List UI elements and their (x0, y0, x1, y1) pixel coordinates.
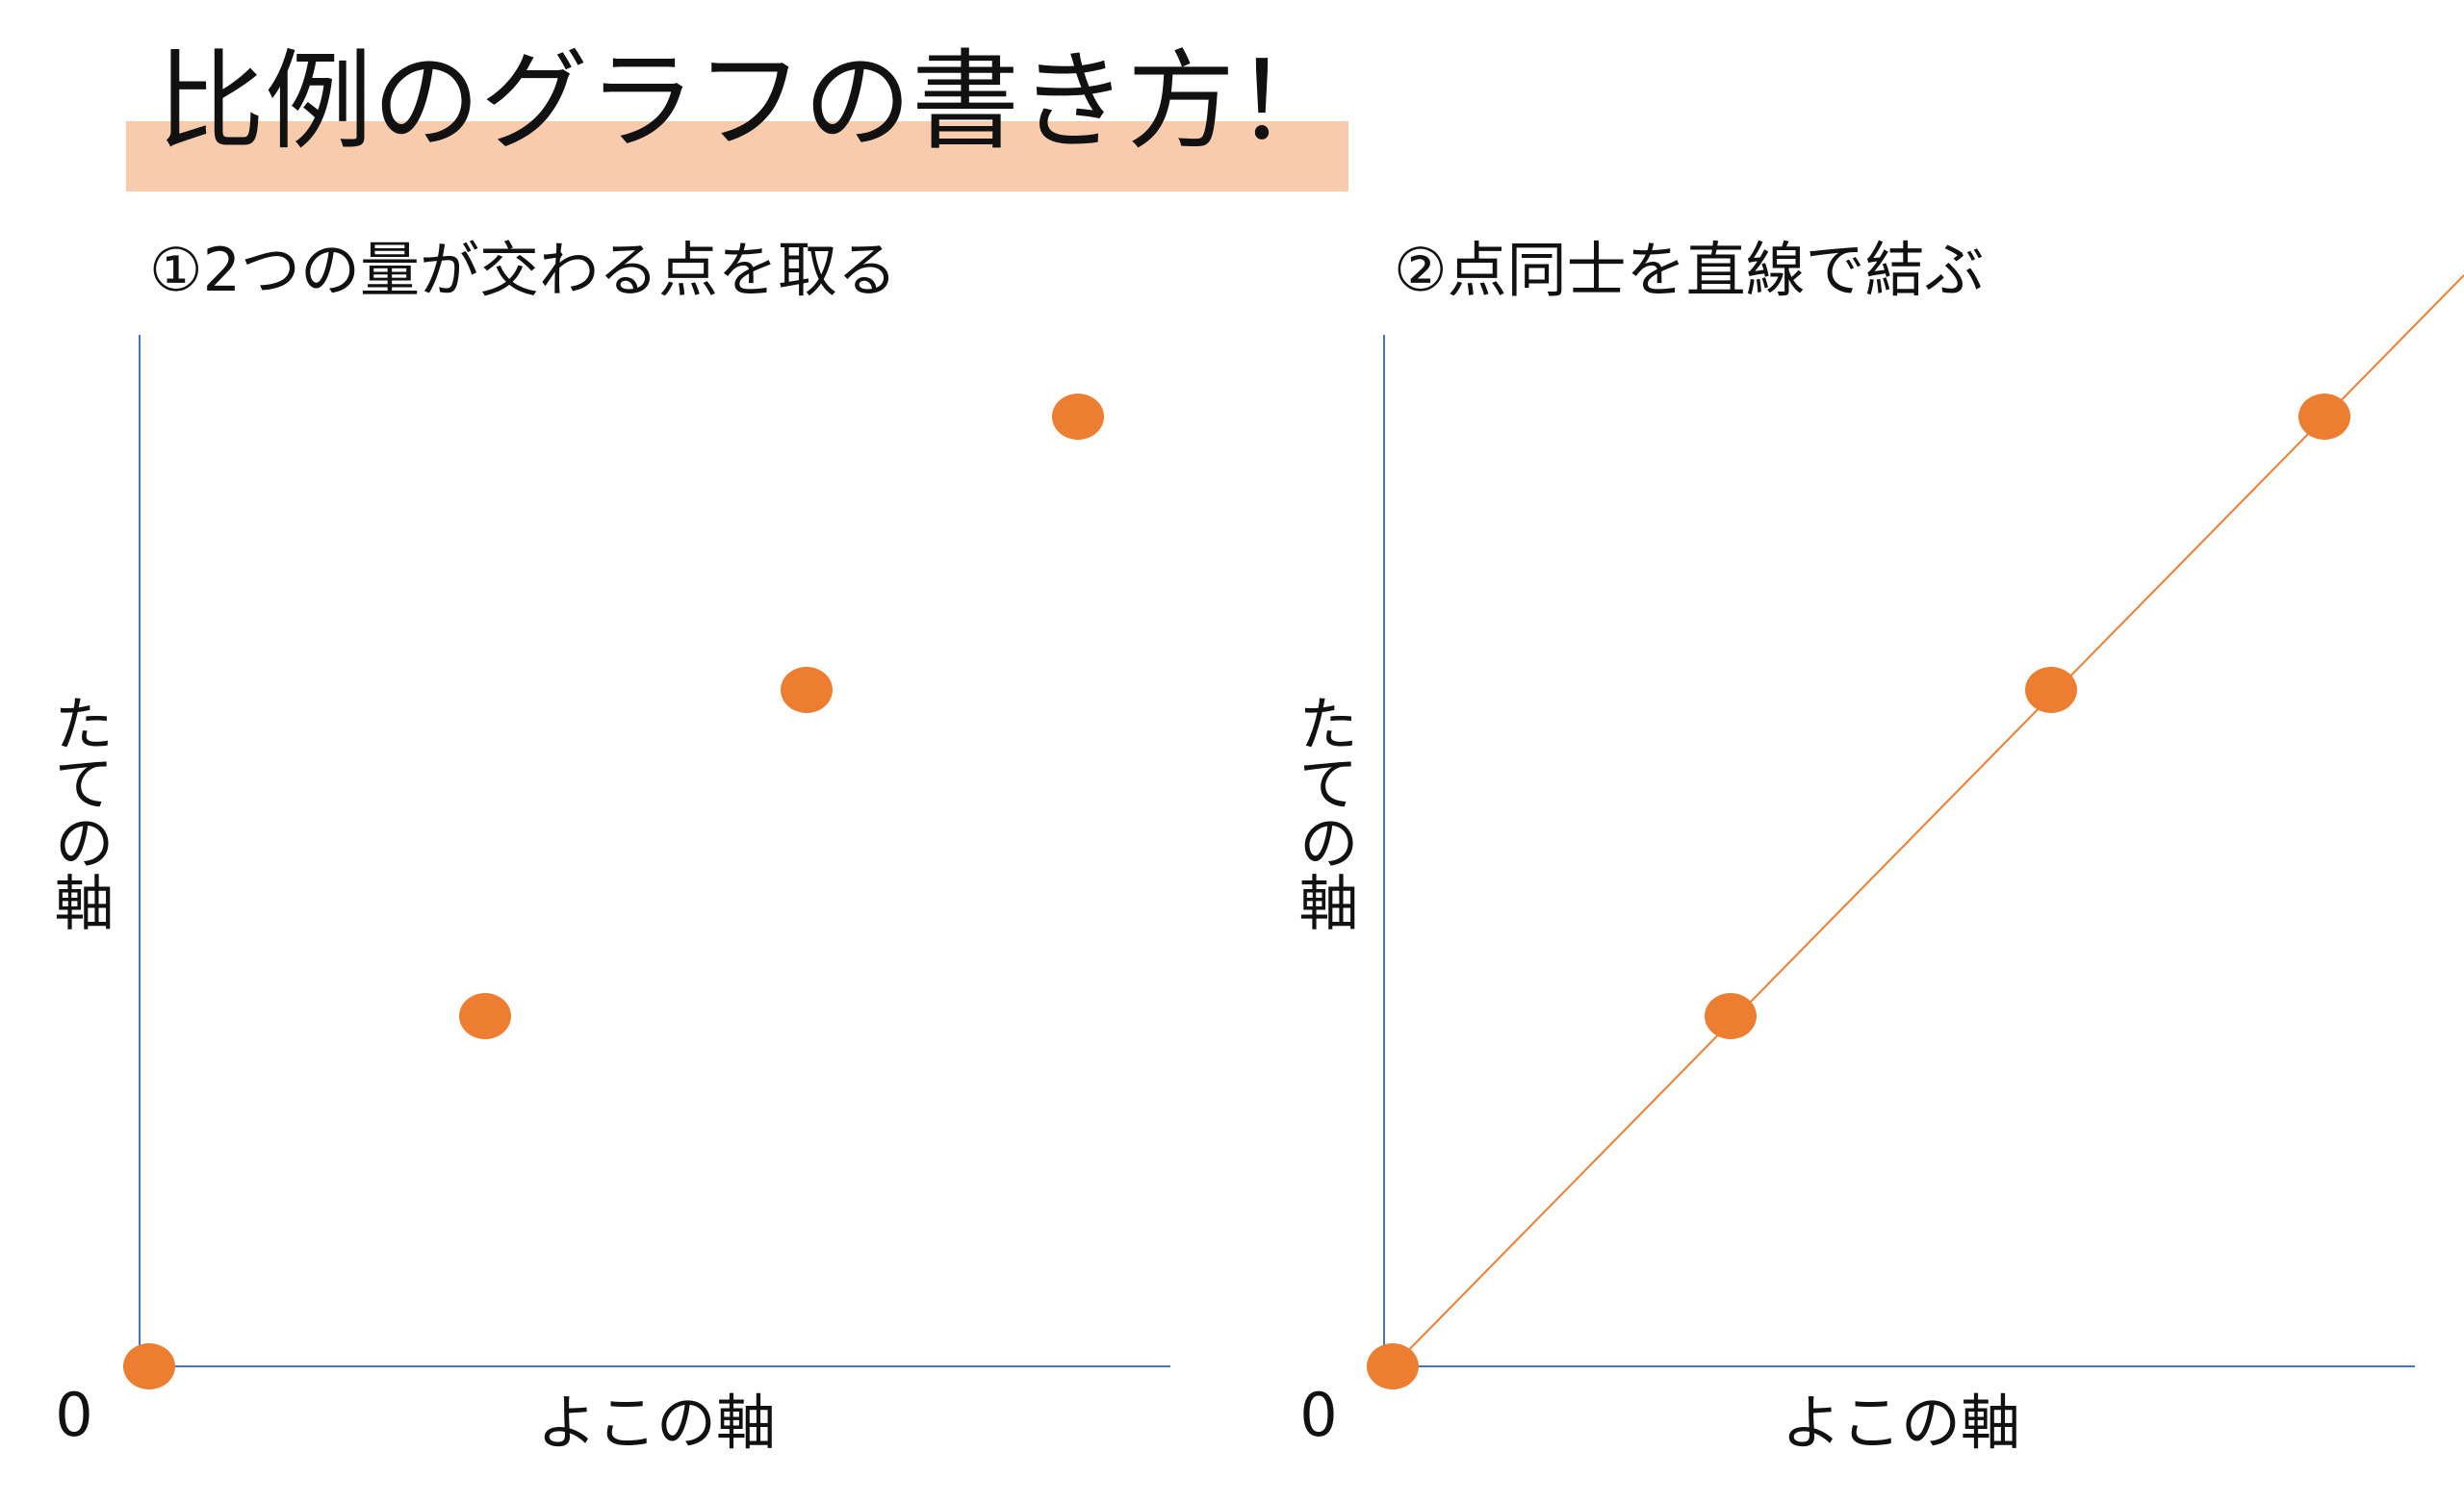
proportion-line (1392, 274, 2464, 1367)
panel-2: ②点同士を直線で結ぶ たての軸 よこの軸 0 (1289, 235, 2464, 1458)
step-label: ②点同士を直線で結ぶ (1394, 235, 1985, 305)
panel-1: ①2つの量が交わる点を取る たての軸 よこの軸 0 (44, 235, 1170, 1458)
title-highlight (126, 121, 1348, 191)
step-label: ①2つの量が交わる点を取る (149, 235, 897, 305)
y-axis-label: たての軸 (1289, 693, 1359, 931)
x-axis-label: よこの軸 (1782, 1388, 2020, 1458)
point (1367, 1343, 1419, 1389)
y-axis-label: たての軸 (44, 693, 115, 931)
point (1052, 394, 1104, 440)
title: 比例のグラフの書き方！ (157, 39, 1343, 165)
point (1705, 993, 1757, 1039)
point (459, 993, 511, 1039)
point (123, 1343, 175, 1389)
origin-label: 0 (55, 1380, 92, 1450)
origin-label: 0 (1299, 1380, 1337, 1450)
point (2298, 394, 2350, 440)
point (2025, 667, 2077, 713)
x-axis-label: よこの軸 (537, 1388, 776, 1458)
point (781, 667, 833, 713)
